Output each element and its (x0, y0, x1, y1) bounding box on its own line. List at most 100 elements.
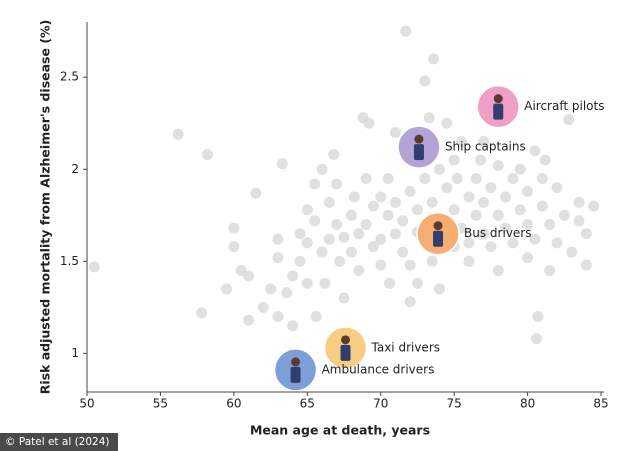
point (426, 255, 438, 267)
point (334, 255, 346, 267)
point (514, 204, 526, 216)
icon-body (433, 230, 444, 247)
point (411, 204, 423, 216)
point (353, 265, 365, 277)
point (456, 136, 468, 148)
point (441, 117, 453, 129)
point (507, 172, 519, 184)
highlight-label: Ship captains (445, 140, 526, 154)
point (434, 283, 445, 295)
point (532, 311, 544, 323)
point (448, 204, 460, 216)
point (360, 218, 372, 230)
point (411, 277, 423, 289)
point (382, 209, 394, 221)
point (310, 311, 322, 323)
point (375, 233, 387, 245)
point (250, 187, 262, 199)
point (588, 200, 600, 212)
point (580, 259, 592, 271)
point (338, 231, 350, 243)
point (522, 218, 534, 230)
point (544, 218, 556, 230)
point (451, 172, 463, 184)
point (478, 136, 490, 148)
point (544, 265, 556, 277)
point (492, 209, 504, 221)
x-tick-label: 55 (153, 397, 168, 411)
point (419, 172, 431, 184)
point (301, 277, 313, 289)
point (551, 237, 563, 249)
point (331, 218, 343, 230)
point (463, 191, 475, 203)
point (529, 233, 541, 245)
point (243, 270, 255, 282)
icon-head (341, 335, 350, 345)
point (419, 75, 431, 87)
point (400, 25, 412, 37)
point (345, 209, 357, 221)
point (272, 252, 284, 264)
point (221, 283, 233, 295)
point (323, 233, 335, 245)
x-tick-label: 65 (300, 397, 315, 411)
point (316, 163, 328, 175)
point (423, 112, 435, 124)
point (529, 145, 541, 157)
point (294, 228, 306, 240)
point (514, 163, 526, 175)
point (196, 307, 208, 319)
point (522, 252, 534, 264)
point (397, 246, 409, 258)
icon-body (340, 344, 351, 361)
point (338, 292, 350, 304)
point (470, 209, 482, 221)
point (389, 228, 401, 240)
point (507, 237, 519, 249)
point (276, 158, 288, 170)
icon-body (290, 366, 301, 383)
point (384, 277, 396, 289)
y-tick-label: 1.5 (60, 254, 79, 268)
icon-head (433, 221, 443, 231)
point (500, 222, 512, 234)
point (294, 255, 306, 267)
point (434, 163, 445, 175)
point (301, 204, 313, 216)
point (463, 255, 475, 267)
x-tick-label: 75 (447, 397, 462, 411)
point (309, 178, 321, 190)
point (563, 114, 575, 126)
point (404, 296, 416, 308)
point (319, 277, 331, 289)
point (375, 259, 387, 271)
point (331, 178, 343, 190)
credit: © Patel et al (2024) (5, 436, 109, 448)
point (345, 246, 357, 258)
icon-head (493, 94, 503, 104)
point (88, 261, 100, 273)
point (573, 215, 585, 227)
point (448, 154, 460, 166)
y-tick-label: 2.5 (60, 70, 79, 84)
x-tick-label: 50 (79, 397, 94, 411)
point (272, 233, 284, 245)
highlight-label: Taxi drivers (371, 340, 441, 354)
x-tick-label: 60 (226, 397, 241, 411)
point (492, 265, 504, 277)
point (522, 185, 534, 197)
x-tick-label: 85 (593, 397, 608, 411)
point (580, 228, 592, 240)
point (536, 200, 548, 212)
point (287, 320, 299, 332)
icon-body (413, 144, 424, 161)
y-tick-label: 2 (71, 162, 79, 176)
point (367, 241, 379, 253)
point (309, 215, 321, 227)
point (573, 196, 585, 208)
point (272, 311, 284, 323)
point (441, 182, 453, 194)
icon-head (414, 134, 424, 144)
